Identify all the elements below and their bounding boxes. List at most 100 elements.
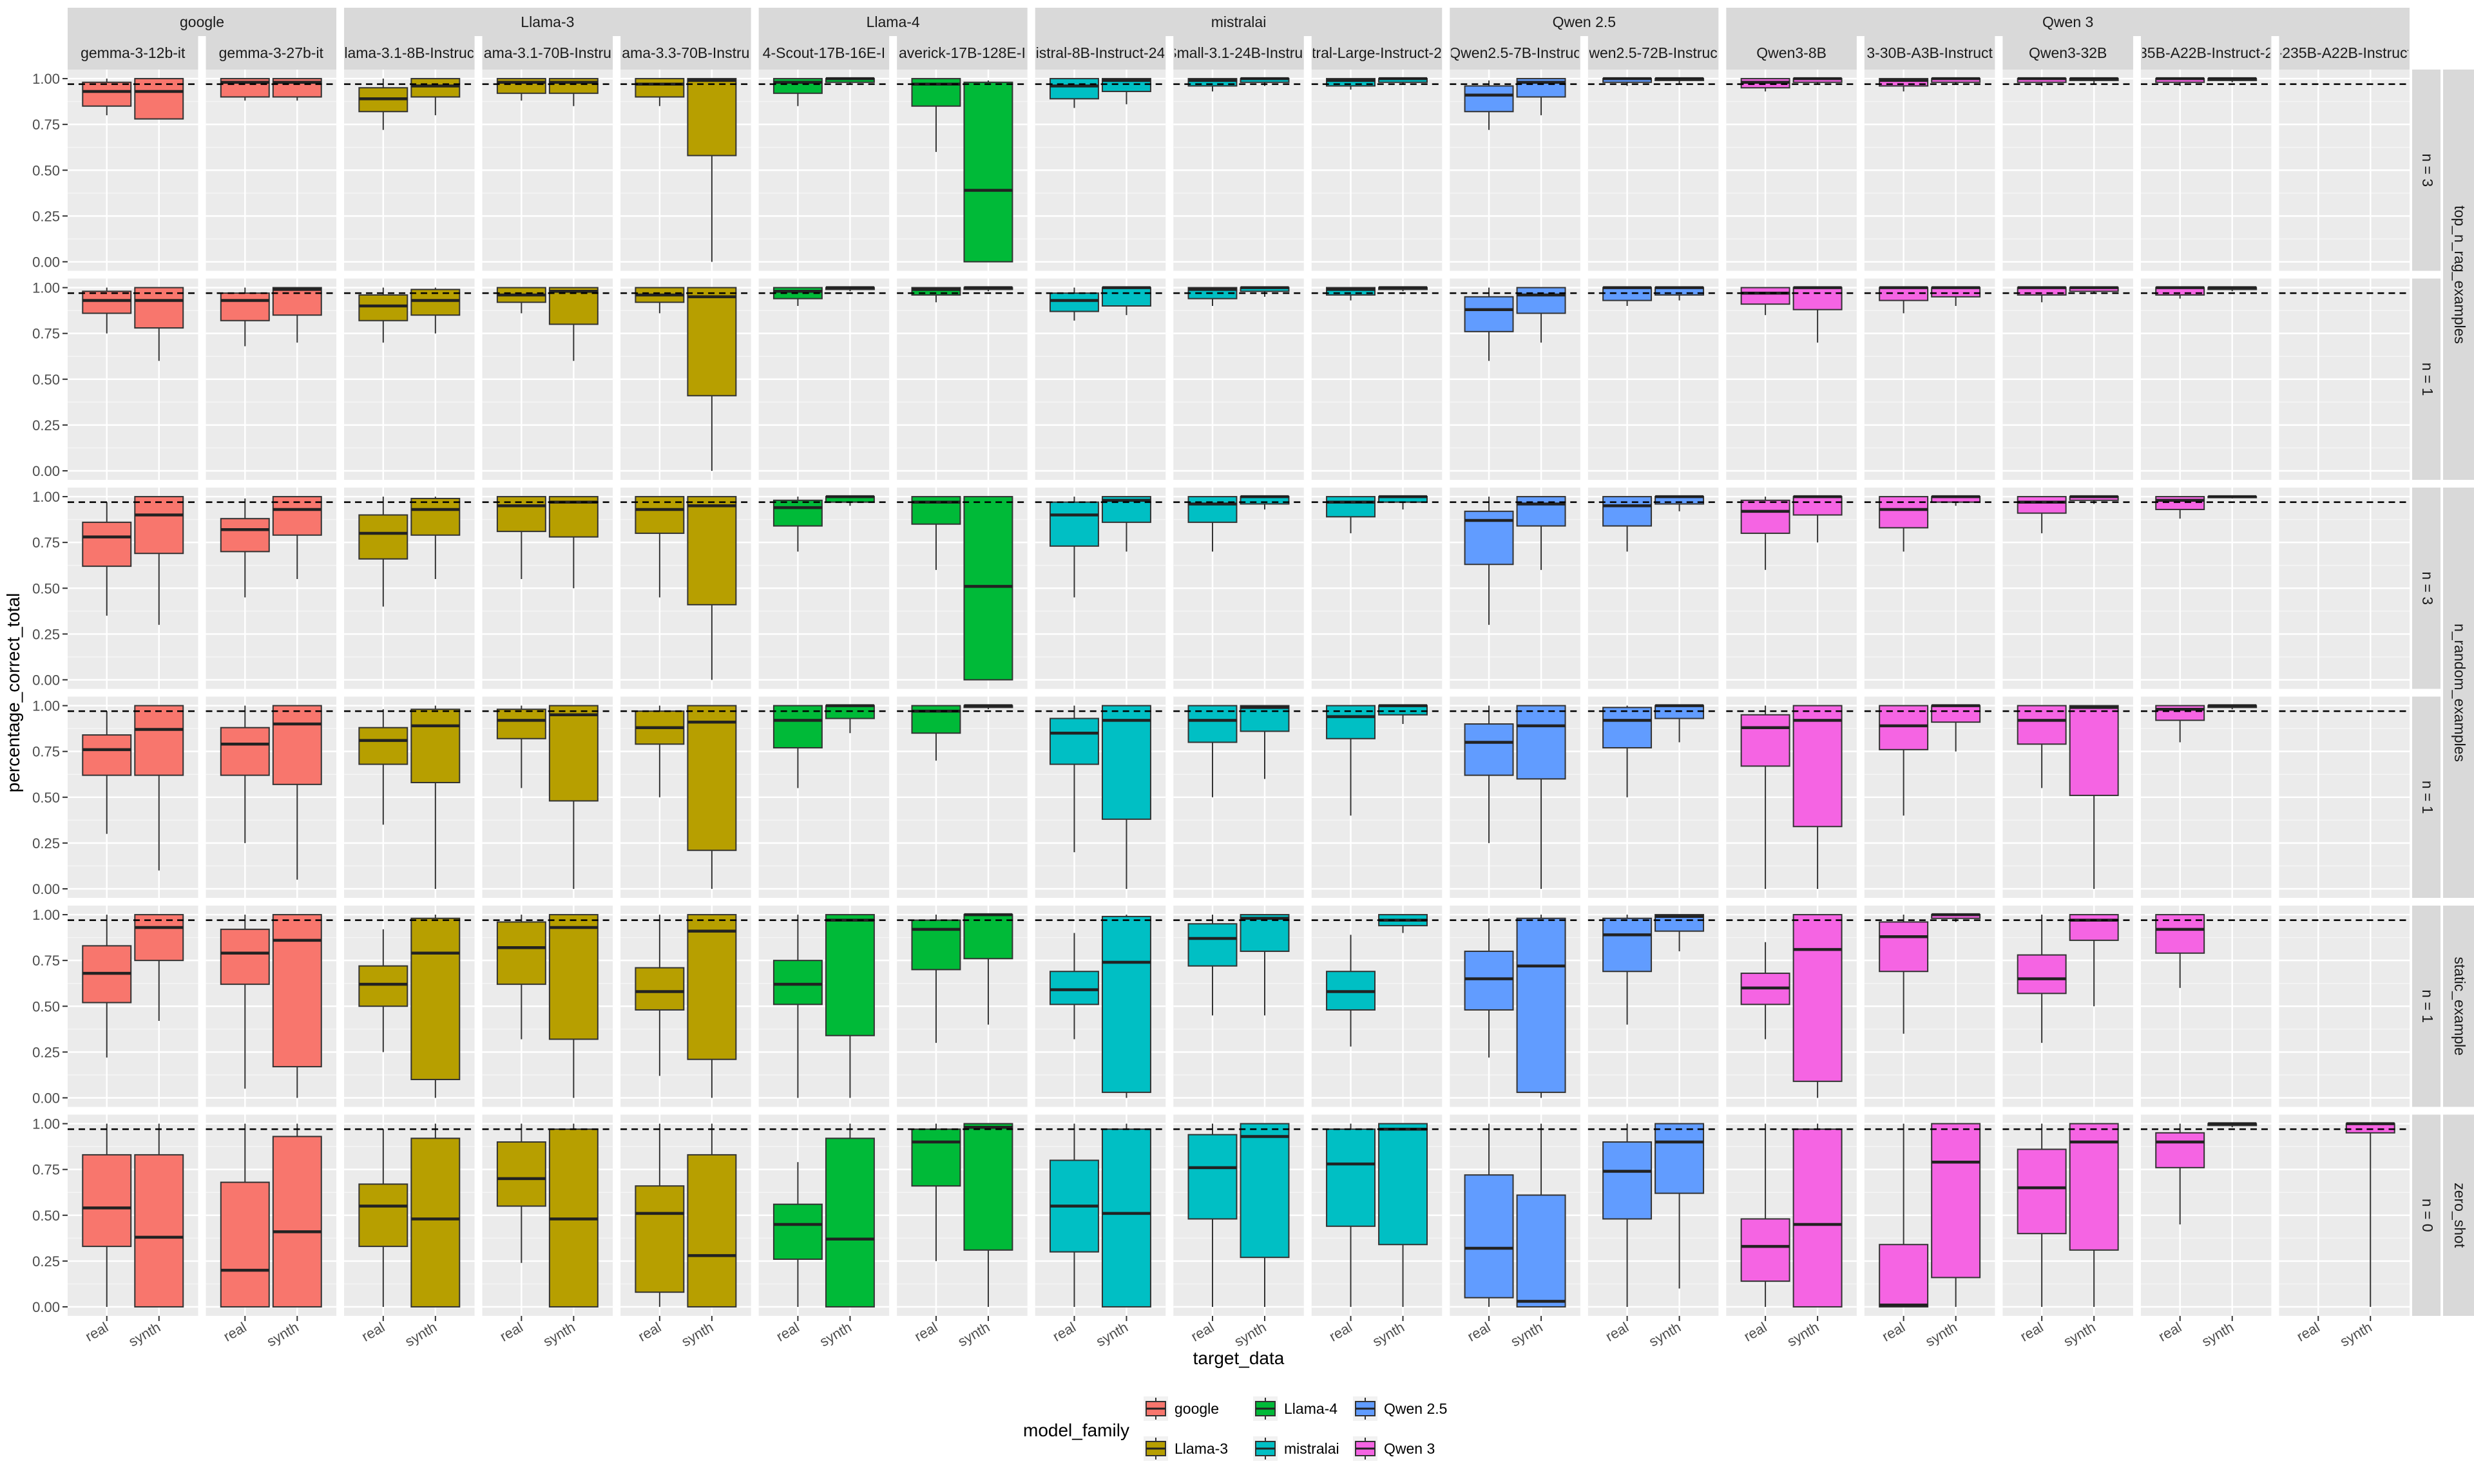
box	[1879, 1244, 1929, 1308]
x-tick-label: real	[2294, 1319, 2322, 1345]
boxplot-synth	[687, 78, 737, 262]
boxplot-synth	[134, 496, 184, 625]
boxplot-synth	[134, 1123, 184, 1308]
box	[963, 914, 1013, 960]
y-tick-label: 0.00	[32, 1299, 60, 1315]
family-strip-label: Qwen 2.5	[1553, 14, 1616, 30]
box	[1879, 78, 1929, 87]
y-tick-label: 0.50	[32, 790, 60, 806]
box	[358, 727, 408, 765]
model-strip-label: gemma-3-27b-it	[219, 44, 324, 61]
boxplot-real	[1602, 915, 1653, 1025]
box	[1516, 287, 1566, 314]
boxplot-synth	[2345, 1122, 2395, 1307]
model-strip	[1173, 36, 1304, 70]
boxplot-real	[358, 287, 408, 343]
box	[1049, 971, 1099, 1005]
model-strip	[2002, 36, 2133, 70]
y-tick-label: 0.75	[32, 744, 60, 760]
legend-item: Llama-4	[1253, 1396, 1338, 1421]
box	[1740, 714, 1790, 767]
boxplot-synth	[963, 80, 1013, 263]
boxplot-synth	[410, 915, 461, 1098]
boxplot-real	[1326, 1123, 1376, 1307]
box	[1240, 705, 1290, 732]
boxplot-synth	[1654, 77, 1705, 84]
y-tick-label: 0.75	[32, 117, 60, 133]
row-strip-label: n = 0	[2419, 1199, 2436, 1232]
boxplot-synth	[1240, 1123, 1290, 1307]
model-strip-label: ama-3.1-70B-Instru	[484, 44, 611, 61]
legend-item: Qwen 3	[1353, 1436, 1435, 1461]
box	[825, 705, 875, 719]
row-strip-label: n = 1	[2419, 363, 2436, 396]
boxplot-real	[220, 705, 270, 843]
boxplot-real	[1326, 78, 1376, 90]
boxplot-real	[635, 287, 685, 314]
box	[1187, 1134, 1238, 1220]
box	[220, 928, 270, 985]
boxplot-real	[82, 502, 132, 616]
box	[2069, 1123, 2119, 1251]
y-tick-label: 1.00	[32, 1116, 60, 1132]
boxplot-real	[2017, 77, 2067, 86]
box	[911, 287, 961, 296]
box	[1516, 917, 1566, 1093]
boxplot-real	[2155, 496, 2205, 519]
x-tick-label: synth	[126, 1319, 163, 1350]
boxplot-real	[496, 287, 546, 314]
row-strip-label: n = 3	[2419, 571, 2436, 605]
family-strip-label: mistralai	[1211, 14, 1267, 30]
box	[825, 1137, 875, 1308]
model-strip-label: tral-Large-Instruct-2	[1312, 44, 1442, 61]
boxplot-real	[220, 498, 270, 598]
boxplot-real	[82, 915, 132, 1058]
model-strip	[1035, 36, 1166, 70]
x-tick-label: synth	[1785, 1319, 1822, 1350]
boxplot-real	[772, 78, 823, 106]
boxplot-synth	[548, 705, 599, 889]
box	[772, 1203, 823, 1260]
x-tick-label: synth	[541, 1319, 578, 1350]
y-tick-label: 1.00	[32, 907, 60, 923]
box	[1378, 1123, 1428, 1246]
boxplot-synth	[687, 914, 737, 1098]
boxplot-real	[1049, 933, 1099, 1040]
legend-label: Llama-4	[1284, 1400, 1338, 1417]
boxplot-synth	[1792, 77, 1843, 84]
boxplot-synth	[1102, 915, 1151, 1098]
boxplot-real	[772, 705, 823, 788]
boxplot-real	[220, 915, 270, 1089]
box	[635, 1185, 685, 1293]
boxplot-real	[82, 1123, 132, 1307]
box	[2069, 705, 2119, 796]
x-tick-label: real	[82, 1319, 111, 1345]
box	[134, 705, 184, 776]
y-tick-label: 0.25	[32, 417, 60, 433]
boxplot-synth	[1378, 286, 1428, 292]
box	[220, 518, 270, 553]
box	[410, 1137, 461, 1308]
x-tick-label: synth	[2337, 1319, 2375, 1350]
x-tick-label: synth	[817, 1319, 854, 1350]
box	[1102, 915, 1151, 1093]
boxplot-synth	[687, 287, 737, 471]
boxplot-real	[772, 497, 823, 552]
strip-labels-layer: google Llama-3 Llama-4 mistralai Qwen 2.5 Qwe…	[68, 8, 2474, 1316]
box	[772, 78, 823, 94]
box	[1931, 1123, 1981, 1279]
boxplot-synth	[272, 705, 322, 880]
model-strip	[344, 36, 475, 70]
boxplot-real	[1187, 1123, 1238, 1307]
boxplot-synth	[1102, 1123, 1151, 1308]
group-strip	[2443, 488, 2474, 898]
box	[1740, 287, 1790, 305]
boxplot-synth	[1102, 286, 1151, 316]
group-strip	[2443, 906, 2474, 1107]
box	[825, 914, 875, 1036]
boxplot-real	[358, 1129, 408, 1307]
y-tick-label: 0.25	[32, 626, 60, 642]
boxplot-real	[2155, 914, 2205, 988]
boxplot-synth	[134, 287, 184, 361]
